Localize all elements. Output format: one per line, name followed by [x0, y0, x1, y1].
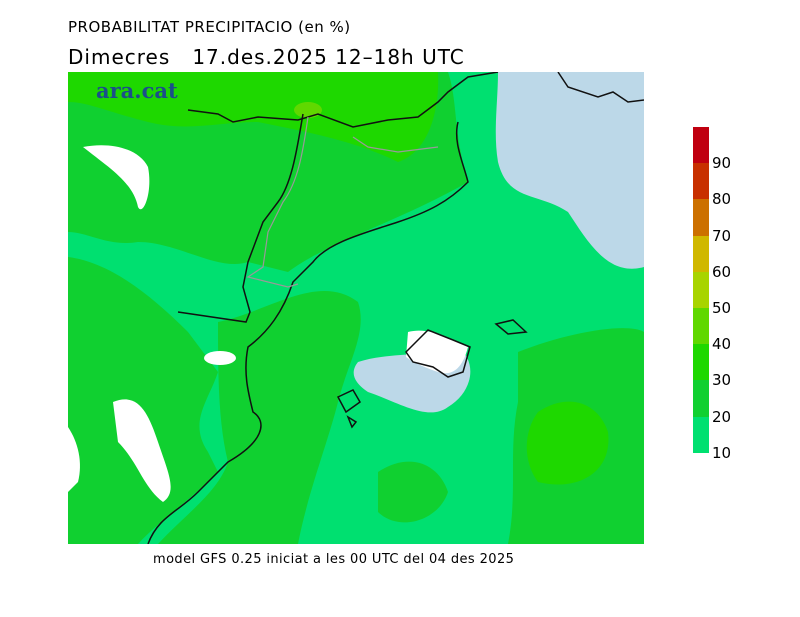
- legend-swatch: [693, 127, 709, 164]
- coastline-sardinia-edge: [557, 72, 644, 103]
- white-zone-mallorca: [406, 330, 468, 374]
- map-title: PROBABILITAT PRECIPITACIO (en %): [68, 18, 351, 36]
- legend-label: 70: [712, 226, 732, 245]
- color-legend: [693, 127, 709, 453]
- coastline-menorca: [494, 319, 528, 335]
- white-zone-2: [113, 399, 171, 502]
- map-subtitle: Dimecres 17.des.2025 12–18h UTC: [68, 45, 465, 69]
- legend-swatch: [693, 163, 709, 200]
- legend-swatch: [693, 380, 709, 417]
- white-zone-4: [204, 351, 236, 365]
- coastline-east: [147, 113, 469, 544]
- legend-label: 80: [712, 190, 732, 209]
- legend-label: 60: [712, 262, 732, 281]
- zone-30-40-east: [526, 401, 609, 485]
- zone-20-30-center: [68, 257, 218, 544]
- precipitation-map: [68, 72, 644, 544]
- white-zone-3: [68, 427, 80, 492]
- zone-20-30-south: [378, 461, 448, 523]
- border-line: [246, 116, 439, 288]
- legend-label: 40: [712, 335, 732, 354]
- legend-swatch: [693, 416, 709, 453]
- legend-swatch: [693, 235, 709, 272]
- legend-swatch: [693, 307, 709, 345]
- model-footer: model GFS 0.25 iniciat a les 00 UTC del …: [153, 552, 515, 567]
- white-zone-1: [83, 145, 150, 210]
- coastline-mallorca: [405, 329, 471, 378]
- legend-label: 50: [712, 299, 732, 317]
- legend-swatch: [693, 271, 709, 308]
- legend-label: 90: [712, 154, 732, 173]
- logo: ara.cat: [96, 78, 178, 103]
- sea-no-data-east: [495, 72, 644, 269]
- legend-label: 10: [712, 443, 732, 462]
- legend-swatch: [693, 199, 709, 236]
- zone-30-40-north: [68, 72, 439, 162]
- zone-40-50: [294, 102, 322, 118]
- coastline-pyrenees: [187, 72, 499, 128]
- legend-label: 20: [712, 407, 732, 426]
- legend-label: 30: [712, 371, 732, 390]
- coastline-ibiza: [336, 389, 361, 429]
- legend-swatch: [693, 344, 709, 381]
